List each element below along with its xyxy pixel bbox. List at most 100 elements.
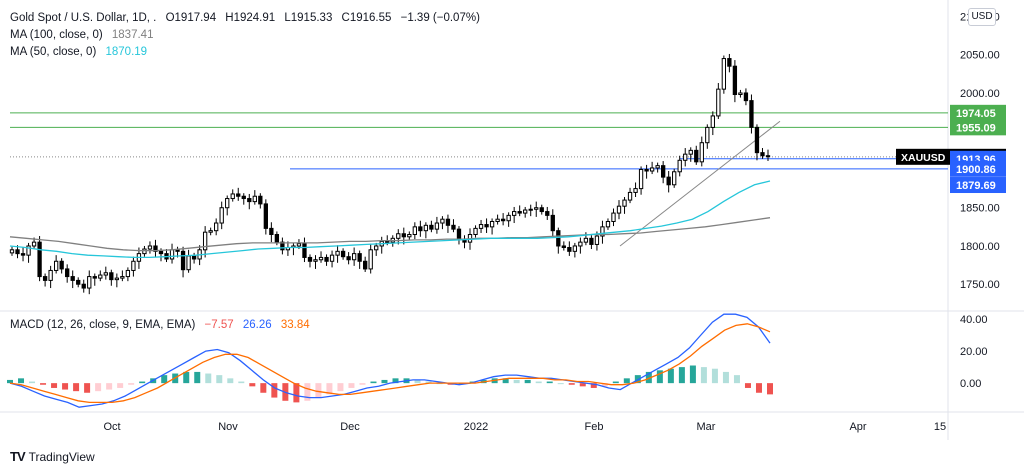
candle-body xyxy=(556,230,561,247)
macd-histogram-bar xyxy=(667,368,674,384)
candle-body xyxy=(616,205,622,214)
candle-body xyxy=(539,207,544,213)
candle-body xyxy=(754,126,760,154)
candle-body xyxy=(716,88,721,117)
macd-histogram-bar xyxy=(315,383,322,398)
macd-histogram-bar xyxy=(359,383,366,385)
macd-histogram-bar xyxy=(18,378,25,384)
candle-body xyxy=(87,276,92,289)
macd-histogram-bar xyxy=(128,383,135,385)
macd-histogram-bar xyxy=(260,383,267,393)
macd-histogram-bar xyxy=(767,383,773,395)
candle-body xyxy=(329,254,335,262)
macd-histogram-bar xyxy=(293,383,300,403)
trendline xyxy=(619,120,781,247)
candle-body xyxy=(368,249,373,270)
macd-histogram-bar xyxy=(139,381,146,384)
candle-body xyxy=(59,260,64,270)
candle-body xyxy=(649,167,655,172)
price-label-text: 1974.05 xyxy=(956,108,996,120)
symbol-title[interactable]: Gold Spot / U.S. Dollar, 1D, . xyxy=(10,12,157,24)
candle-body xyxy=(484,224,489,228)
candle-body xyxy=(456,228,462,241)
macd-hist-value: −7.57 xyxy=(204,319,234,331)
candle-body xyxy=(92,276,97,279)
time-tick-label: Dec xyxy=(340,421,360,433)
macd-histogram-bar xyxy=(711,368,718,384)
macd-histogram-bar xyxy=(623,378,630,384)
signal-line xyxy=(9,323,771,404)
macd-histogram-bar xyxy=(381,379,388,384)
candle-body xyxy=(429,224,434,230)
time-tick-label: 15 xyxy=(934,421,946,433)
tradingview-logo[interactable]: TV TradingView xyxy=(10,449,95,464)
candle-body xyxy=(125,269,131,278)
macd-histogram-bar xyxy=(755,383,762,393)
legend-main: Gold Spot / U.S. Dollar, 1D, . O1917.94 … xyxy=(10,12,486,24)
macd-histogram-bar xyxy=(601,383,608,387)
candle-body xyxy=(230,193,235,200)
ma100-line xyxy=(9,217,771,252)
macd-histogram-bar xyxy=(227,378,234,384)
candle-body xyxy=(440,218,445,224)
ma50-label: MA (50, close, 0) xyxy=(10,46,97,58)
candle-body xyxy=(175,249,180,252)
candle-body xyxy=(412,226,417,236)
macd-histogram-bar xyxy=(502,378,509,384)
candle-body xyxy=(324,256,329,262)
ohlc-low: L1915.33 xyxy=(284,12,333,24)
candle-body xyxy=(534,207,539,210)
ma100-label: MA (100, close, 0) xyxy=(10,29,103,41)
macd-histogram-bar xyxy=(249,383,256,387)
legend-macd[interactable]: MACD (12, 26, close, 9, EMA, EMA) −7.57 … xyxy=(10,319,316,331)
macd-label: MACD (12, 26, close, 9, EMA, EMA) xyxy=(10,319,196,331)
candle-body xyxy=(401,233,406,238)
macd-histogram-bar xyxy=(271,383,278,398)
candle-body xyxy=(627,191,633,201)
legend-ma50[interactable]: MA (50, close, 0) 1870.19 xyxy=(10,46,153,58)
candle-body xyxy=(241,195,246,200)
currency-button[interactable]: USD xyxy=(968,8,996,26)
candle-body xyxy=(374,245,379,251)
macd-histogram-bar xyxy=(513,379,520,384)
candle-body xyxy=(147,245,153,250)
candle-body xyxy=(655,165,660,169)
candle-body xyxy=(418,226,423,232)
candle-body xyxy=(153,245,158,252)
candle-body xyxy=(528,208,533,211)
price-label-text: 1955.09 xyxy=(956,122,996,134)
macd-histogram-bar xyxy=(546,381,553,384)
candle-body xyxy=(109,272,114,281)
candle-body xyxy=(103,272,108,276)
macd-histogram-bar xyxy=(612,381,619,384)
candle-body xyxy=(280,241,285,251)
candle-body xyxy=(385,240,390,243)
candle-body xyxy=(672,171,677,186)
candle-body xyxy=(765,155,771,158)
candle-body xyxy=(738,92,743,96)
candle-body xyxy=(743,92,749,102)
legend-ma100[interactable]: MA (100, close, 0) 1837.41 xyxy=(10,29,159,41)
ohlc-close: C1916.55 xyxy=(341,12,392,24)
candle-body xyxy=(495,218,500,222)
candle-body xyxy=(583,237,589,243)
macd-histogram-bar xyxy=(524,379,531,384)
candle-body xyxy=(20,253,26,256)
candle-body xyxy=(660,165,666,178)
price-tick-label: 2000.00 xyxy=(960,88,1000,100)
macd-tick-label: 20.00 xyxy=(960,346,988,358)
candle-body xyxy=(407,234,412,238)
candle-body xyxy=(208,230,213,233)
candle-body xyxy=(340,250,346,258)
macd-histogram-bar xyxy=(29,381,36,384)
candle-body xyxy=(346,256,351,261)
candle-body xyxy=(721,58,727,90)
candle-body xyxy=(65,268,70,278)
candle-body xyxy=(269,227,274,236)
candle-body xyxy=(567,247,572,252)
candle-body xyxy=(252,195,257,203)
candle-body xyxy=(142,248,147,255)
candle-body xyxy=(478,224,484,229)
macd-histogram-bar xyxy=(62,383,69,390)
